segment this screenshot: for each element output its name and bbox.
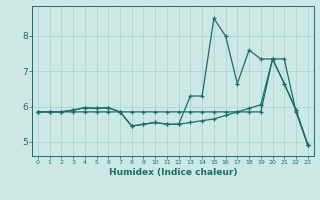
X-axis label: Humidex (Indice chaleur): Humidex (Indice chaleur) bbox=[108, 168, 237, 177]
